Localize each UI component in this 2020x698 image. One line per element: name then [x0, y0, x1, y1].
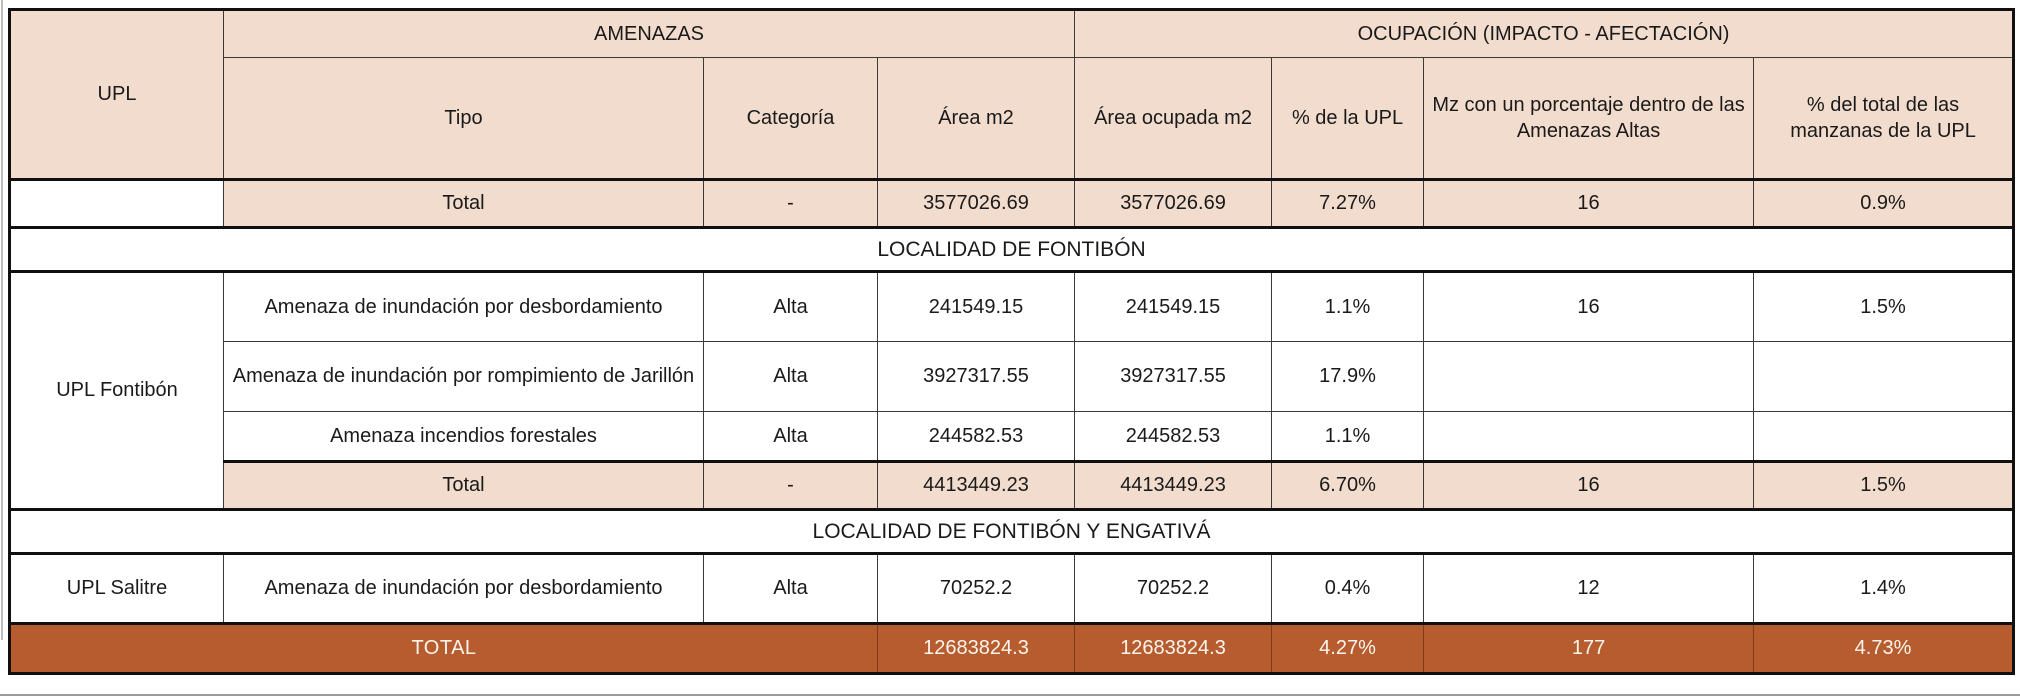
cell-area-m2: 244582.53 [876, 411, 1076, 462]
cell-area-m2: 12683824.3 [876, 622, 1076, 674]
cell-mz: 12 [1423, 553, 1755, 624]
row-fontibon-2: Amenaza de inundación por rompimiento de… [10, 341, 2015, 412]
cell-tipo: Amenaza de inundación por desbordamiento [223, 553, 704, 624]
row-fontibon-1: UPL Fontibón Amenaza de inundación por d… [9, 271, 2015, 510]
cell-categoria: Alta [703, 271, 878, 342]
page-edge-left-line [1, 0, 3, 640]
cell-area-ocupada: 12683824.3 [1074, 622, 1273, 674]
header-upl: UPL [9, 9, 224, 180]
cell-pct-manzanas: 4.73% [1753, 622, 2015, 674]
header-area-m2: Área m2 [876, 57, 1076, 180]
row-section-salitre: LOCALIDAD DE FONTIBÓN Y ENGATIVÁ [7, 508, 2016, 555]
cell-area-m2: 3927317.55 [876, 341, 1076, 412]
cell-area-ocupada: 3927317.55 [1074, 341, 1273, 412]
cell-pct-upl: 1.1% [1271, 271, 1425, 342]
cell-tipo: Amenaza de inundación por rompimiento de… [223, 341, 704, 412]
cell-tipo: Total [223, 178, 704, 228]
row-grand-total: TOTAL 12683824.3 12683824.3 4.27% 177 4.… [9, 622, 2015, 674]
cell-pct-upl: 0.4% [1271, 553, 1425, 624]
header-group-amenazas: AMENAZAS [222, 9, 1076, 58]
header-pct-manzanas: % del total de las manzanas de la UPL [1753, 57, 2015, 180]
header-mz-amenazas: Mz con un porcentaje dentro de las Amena… [1423, 57, 1755, 180]
header-tipo: Tipo [223, 57, 704, 180]
cell-area-ocupada: 3577026.69 [1074, 178, 1273, 228]
cell-categoria: Alta [703, 553, 878, 624]
hazard-occupation-table: UPL AMENAZAS OCUPACIÓN (IMPACTO - AFECTA… [7, 8, 2016, 675]
cell-area-m2: 4413449.23 [876, 460, 1076, 510]
cell-area-ocupada: 4413449.23 [1074, 460, 1273, 510]
section-title-salitre: LOCALIDAD DE FONTIBÓN Y ENGATIVÁ [7, 508, 2016, 555]
cell-mz: 16 [1423, 178, 1755, 228]
cell-area-m2: 3577026.69 [876, 178, 1076, 228]
cell-categoria: - [703, 178, 878, 228]
row-prev-total: Total - 3577026.69 3577026.69 7.27% 16 0… [9, 178, 2015, 228]
cell-pct-upl: 17.9% [1271, 341, 1425, 412]
cell-pct-manzanas [1753, 411, 2015, 462]
data-table: UPL AMENAZAS OCUPACIÓN (IMPACTO - AFECTA… [7, 8, 2016, 675]
cell-mz: 16 [1423, 460, 1755, 510]
cell-pct-upl: 7.27% [1271, 178, 1425, 228]
cell-upl-salitre: UPL Salitre [9, 553, 224, 624]
cell-area-ocupada: 70252.2 [1074, 553, 1273, 624]
page-edge-bottom-line [0, 694, 2020, 696]
header-categoria: Categoría [703, 57, 878, 180]
cell-mz [1423, 341, 1755, 412]
header-area-ocupada: Área ocupada m2 [1074, 57, 1273, 180]
header-group-ocupacion: OCUPACIÓN (IMPACTO - AFECTACIÓN) [1074, 9, 2015, 58]
cell-categoria: - [703, 460, 878, 510]
cell-tipo: Amenaza incendios forestales [223, 411, 704, 462]
cell-pct-upl: 1.1% [1271, 411, 1425, 462]
cell-categoria: Alta [703, 341, 878, 412]
cell-tipo: Amenaza de inundación por desbordamiento [223, 271, 704, 342]
cell-grand-total-label: TOTAL [9, 622, 878, 674]
section-title-fontibon: LOCALIDAD DE FONTIBÓN [7, 226, 2016, 273]
cell-tipo: Total [223, 460, 704, 510]
cell-pct-upl: 4.27% [1271, 622, 1425, 674]
cell-mz: 16 [1423, 271, 1755, 342]
cell-pct-manzanas [1753, 341, 2015, 412]
cell-upl-empty [9, 178, 224, 228]
row-fontibon-total: Total - 4413449.23 4413449.23 6.70% 16 1… [10, 460, 2015, 510]
cell-mz: 177 [1423, 622, 1755, 674]
row-salitre-1: UPL Salitre Amenaza de inundación por de… [9, 553, 2015, 624]
header-pct-upl: % de la UPL [1271, 57, 1425, 180]
cell-area-ocupada: 244582.53 [1074, 411, 1273, 462]
row-section-fontibon: LOCALIDAD DE FONTIBÓN [7, 226, 2016, 273]
cell-categoria: Alta [703, 411, 878, 462]
row-fontibon-3: Amenaza incendios forestales Alta 244582… [10, 411, 2015, 462]
cell-area-m2: 241549.15 [876, 271, 1076, 342]
cell-pct-manzanas: 1.5% [1753, 460, 2015, 510]
cell-pct-manzanas: 0.9% [1753, 178, 2015, 228]
cell-upl-fontibon: UPL Fontibón [9, 271, 224, 510]
cell-pct-upl: 6.70% [1271, 460, 1425, 510]
cell-area-m2: 70252.2 [876, 553, 1076, 624]
cell-mz [1423, 411, 1755, 462]
cell-pct-manzanas: 1.4% [1753, 553, 2015, 624]
cell-pct-manzanas: 1.5% [1753, 271, 2015, 342]
cell-area-ocupada: 241549.15 [1074, 271, 1273, 342]
